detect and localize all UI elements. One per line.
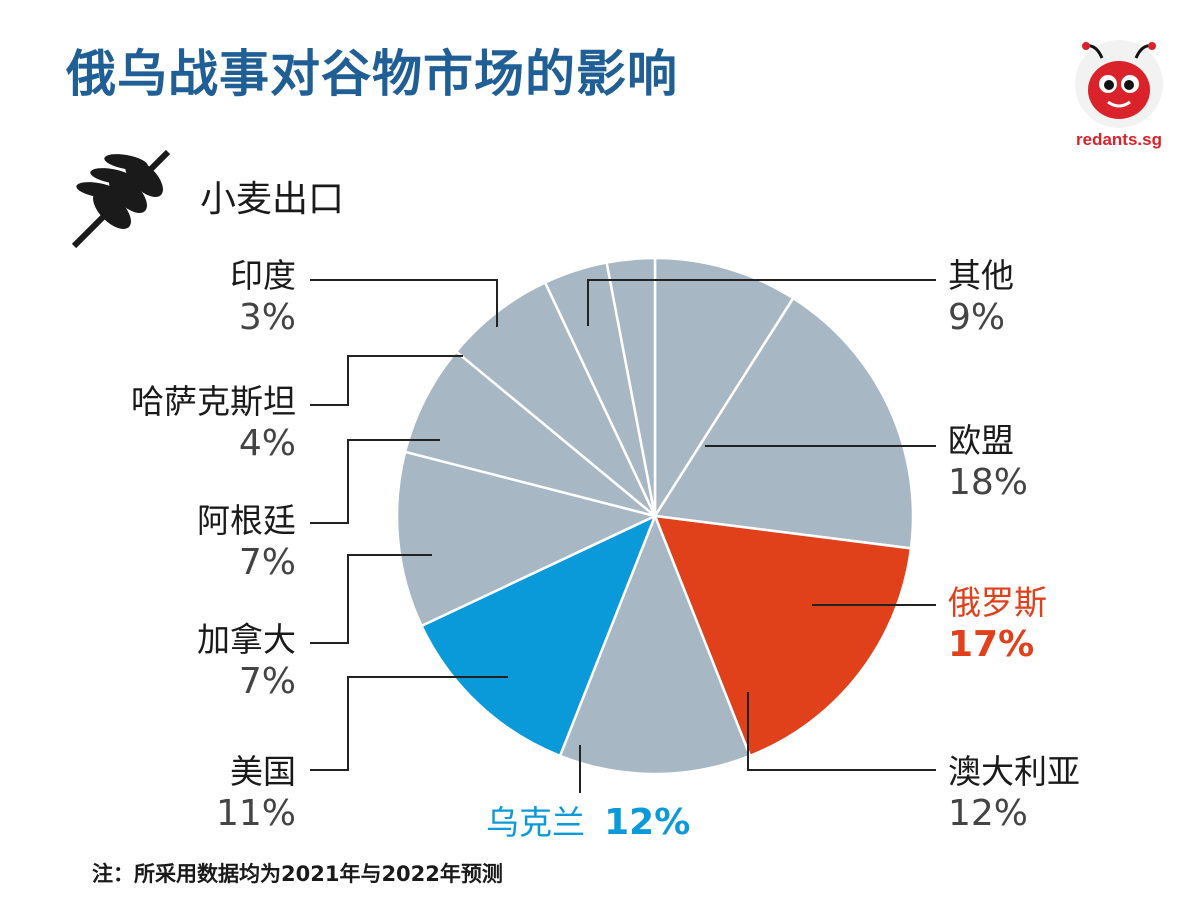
slice-label-ukraine: 乌克兰 12% bbox=[486, 796, 690, 844]
slice-value: 18% bbox=[948, 462, 1029, 504]
leader-line bbox=[587, 279, 936, 326]
slice-label-russia: 俄罗斯 17% bbox=[948, 583, 1047, 666]
footnote: 注：所采用数据均为2021年与2022年预测 bbox=[92, 862, 503, 886]
slice-name: 阿根廷 bbox=[197, 501, 296, 540]
redants-logo: redants.sg bbox=[1068, 34, 1170, 158]
slice-label-australia: 澳大利亚 12% bbox=[948, 752, 1080, 835]
slice-value: 4% bbox=[238, 423, 296, 465]
slice-name: 美国 bbox=[230, 752, 296, 791]
slice-label-usa: 美国 11% bbox=[215, 752, 296, 835]
slice-name: 俄罗斯 bbox=[948, 583, 1047, 622]
slice-label-canada: 加拿大 7% bbox=[197, 620, 296, 703]
slice-value: 12% bbox=[604, 802, 691, 843]
slice-name: 哈萨克斯坦 bbox=[131, 382, 296, 421]
leader-line bbox=[310, 554, 432, 644]
chart-subtitle: 小麦出口 bbox=[200, 179, 345, 220]
pie-slice bbox=[395, 450, 659, 628]
pie-slice bbox=[558, 512, 752, 776]
slice-value: 11% bbox=[215, 793, 296, 835]
pie-slice bbox=[605, 256, 657, 517]
slice-value: 17% bbox=[948, 624, 1035, 666]
slice-value: 7% bbox=[238, 542, 296, 584]
slice-label-argentina: 阿根廷 7% bbox=[197, 501, 296, 584]
pie-slice bbox=[653, 514, 913, 758]
pie-slice bbox=[419, 513, 658, 758]
slice-value: 7% bbox=[238, 661, 296, 703]
slice-label-qita: 其他 9% bbox=[948, 256, 1014, 339]
slice-name: 其他 bbox=[948, 256, 1014, 295]
slice-value: 3% bbox=[238, 297, 296, 339]
leader-line bbox=[310, 439, 440, 524]
leader-line bbox=[310, 676, 508, 771]
slice-label-kazakhstan: 哈萨克斯坦 4% bbox=[131, 382, 296, 465]
slice-value: 9% bbox=[948, 297, 1006, 339]
leader-line bbox=[310, 355, 463, 406]
pie-slice bbox=[403, 349, 656, 518]
ant-mascot-icon bbox=[1075, 40, 1163, 128]
slice-name: 乌克兰 bbox=[486, 803, 585, 842]
slice-name: 欧盟 bbox=[948, 421, 1014, 460]
slice-name: 加拿大 bbox=[197, 620, 296, 659]
pie-slice bbox=[653, 256, 795, 521]
pie-slice bbox=[652, 296, 915, 550]
logo-text: redants.sg bbox=[1076, 130, 1162, 149]
leader-line bbox=[310, 279, 498, 327]
slice-value: 12% bbox=[948, 793, 1029, 835]
slice-name: 澳大利亚 bbox=[948, 752, 1080, 791]
slice-label-india: 印度 3% bbox=[230, 256, 296, 339]
leader-line bbox=[747, 692, 936, 771]
slice-name: 印度 bbox=[230, 256, 296, 295]
slice-label-eu: 欧盟 18% bbox=[948, 421, 1029, 504]
wheat-icon bbox=[71, 149, 171, 249]
chart-title: 俄乌战事对谷物市场的影响 bbox=[66, 45, 678, 103]
